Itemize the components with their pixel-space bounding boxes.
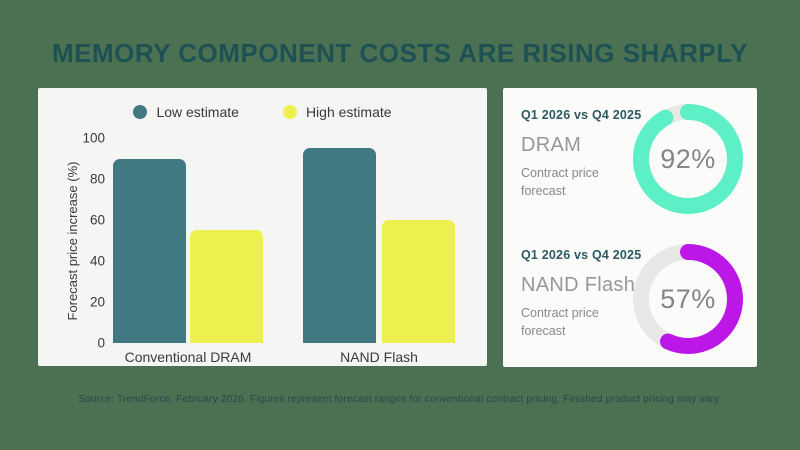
dram-description: Contract price forecast: [521, 166, 599, 199]
x-category-label-dram: Conventional DRAM: [124, 349, 252, 365]
chart-legend: Low estimate High estimate: [38, 104, 487, 120]
bar-dram-low-estimate: [113, 158, 186, 343]
nand-period-label: Q1 2026 vs Q4 2025: [521, 248, 642, 262]
dram-donut-chart: 92%: [633, 104, 743, 214]
legend-item-high-estimate: High estimate: [282, 104, 392, 120]
bar-chart-card: Low estimate High estimate Forecast pric…: [38, 88, 487, 366]
x-category-label-nand: NAND Flash: [340, 349, 418, 365]
y-tick-label: 60: [89, 212, 105, 228]
bar-dram-high-estimate: [190, 230, 263, 343]
y-tick-label: 20: [89, 294, 105, 310]
y-tick-label: 40: [89, 253, 105, 269]
source-note: Source: TrendForce, February 2026. Figur…: [78, 394, 722, 405]
y-axis-tick-labels: 100 80 60 40 20 0: [38, 131, 105, 351]
gauges-card: Q1 2026 vs Q4 2025 DRAM Contract price f…: [503, 88, 757, 367]
nand-donut-icon: [633, 244, 743, 354]
y-tick-label: 80: [89, 171, 105, 187]
bar-nand-low-estimate: [303, 148, 376, 343]
bar-nand-high-estimate: [382, 220, 455, 343]
legend-dot-high-estimate-icon: [282, 105, 297, 119]
plot-area: [113, 138, 458, 343]
nand-name-label: NAND Flash: [521, 274, 636, 296]
legend-dot-low-estimate-icon: [133, 105, 148, 119]
legend-label-high-estimate: High estimate: [305, 104, 392, 120]
dram-period-label: Q1 2026 vs Q4 2025: [521, 108, 642, 122]
legend-label-low-estimate: Low estimate: [156, 104, 239, 120]
nand-donut-chart: 57%: [633, 244, 743, 354]
nand-description: Contract price forecast: [521, 306, 599, 339]
dram-gauge-row: Q1 2026 vs Q4 2025 DRAM Contract price f…: [503, 102, 757, 228]
nand-gauge-row: Q1 2026 vs Q4 2025 NAND Flash Contract p…: [503, 242, 757, 368]
legend-item-low-estimate: Low estimate: [133, 104, 239, 120]
nand-percent-value: 57%: [660, 283, 716, 314]
page-title: MEMORY COMPONENT COSTS ARE RISING SHARPL…: [51, 38, 749, 68]
dram-donut-arc: [633, 104, 743, 214]
dram-percent-value: 92%: [660, 143, 716, 174]
y-tick-label: 100: [82, 130, 105, 146]
dram-donut-icon: [633, 104, 743, 214]
nand-donut-arc: [633, 244, 743, 354]
dram-name-label: DRAM: [521, 134, 582, 156]
y-tick-label: 0: [97, 335, 105, 351]
